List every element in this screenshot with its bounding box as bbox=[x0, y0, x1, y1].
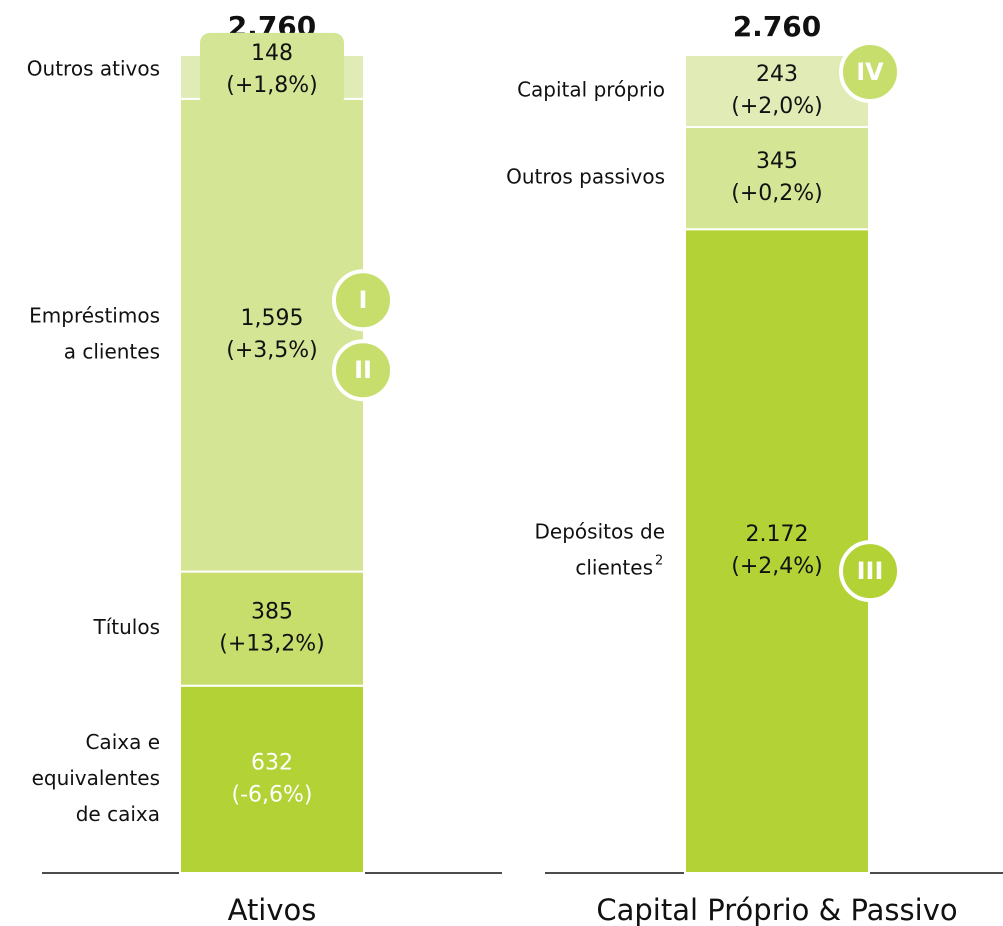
segment-change: (+0,2%) bbox=[731, 181, 823, 206]
segment-value: 345 bbox=[756, 149, 798, 174]
segment-value: 243 bbox=[756, 62, 798, 87]
segment-change: (+2,4%) bbox=[731, 554, 823, 579]
segment-name: clientes bbox=[575, 556, 653, 580]
segment-value: 632 bbox=[251, 750, 293, 775]
badge-label: I bbox=[359, 286, 368, 314]
bar-label: Ativos bbox=[228, 893, 317, 926]
label-box bbox=[200, 32, 344, 107]
segment bbox=[179, 684, 365, 875]
segment-value: 148 bbox=[251, 41, 293, 66]
segment bbox=[179, 97, 365, 573]
segment bbox=[684, 54, 870, 129]
segment bbox=[684, 126, 870, 231]
segment bbox=[684, 228, 870, 874]
segment-name: de caixa bbox=[76, 802, 160, 826]
segment-change: (+13,2%) bbox=[219, 632, 325, 657]
badge-label: IV bbox=[856, 58, 884, 86]
badge-label: III bbox=[857, 557, 884, 585]
segment-value: 385 bbox=[251, 600, 293, 625]
segment-change: (-6,6%) bbox=[232, 782, 313, 807]
segment-name: Caixa e bbox=[85, 730, 160, 754]
badge bbox=[332, 269, 394, 332]
badge-label: II bbox=[354, 356, 372, 384]
segment-name: Títulos bbox=[92, 615, 160, 639]
bar-label: Capital Próprio & Passivo bbox=[596, 893, 957, 926]
footnote-mark: 2 bbox=[655, 554, 663, 569]
segment-value: 1,595 bbox=[241, 306, 304, 331]
badge bbox=[839, 540, 901, 603]
segment-value: 2.172 bbox=[746, 522, 809, 547]
segment-name: a clientes bbox=[64, 340, 160, 364]
segment-change: (+3,5%) bbox=[226, 338, 318, 363]
segment-name: Outros ativos bbox=[27, 56, 160, 80]
segment bbox=[179, 570, 365, 687]
segment-change: (+1,8%) bbox=[226, 73, 318, 98]
badge bbox=[839, 41, 901, 104]
badge bbox=[332, 339, 394, 402]
segment-change: (+2,0%) bbox=[731, 94, 823, 119]
segment-name: Capital próprio bbox=[517, 78, 665, 102]
bar-total: 2.760 bbox=[733, 10, 822, 43]
segment-name: Empréstimos bbox=[29, 304, 160, 328]
segment-name: Depósitos de bbox=[535, 520, 665, 544]
segment-name: Outros passivos bbox=[506, 165, 665, 189]
segment-name: equivalentes bbox=[32, 766, 160, 790]
